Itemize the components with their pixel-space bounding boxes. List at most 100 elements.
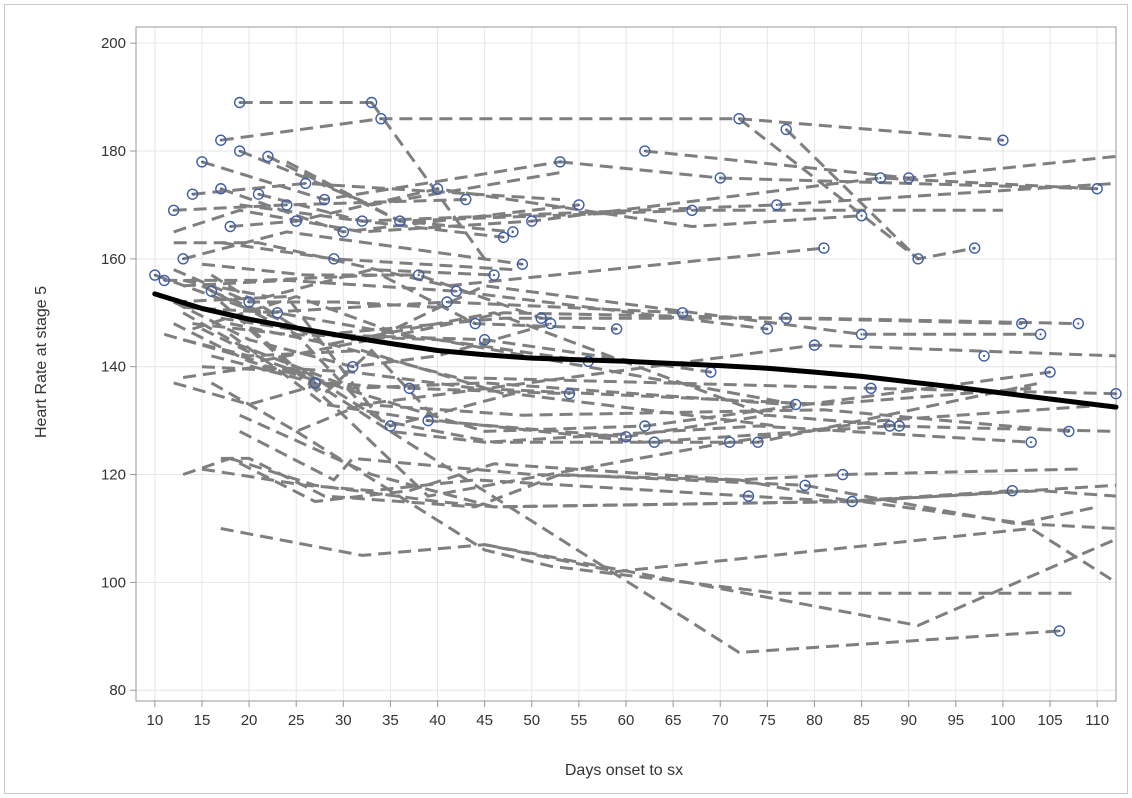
data-point-center <box>851 500 854 503</box>
data-point <box>526 215 538 227</box>
y-tick-label: 200 <box>101 35 126 52</box>
data-point-center <box>238 101 241 104</box>
data-point <box>233 96 246 109</box>
data-point-center <box>728 441 731 444</box>
trajectory-line <box>164 273 617 331</box>
data-point-center <box>719 176 722 180</box>
data-point <box>893 420 905 432</box>
data-point <box>968 242 981 254</box>
data-point <box>215 183 227 195</box>
trajectory-line <box>182 311 787 406</box>
data-point-center <box>540 317 543 320</box>
x-tick-label: 85 <box>853 712 870 729</box>
x-tick-label: 75 <box>759 712 776 729</box>
data-point-center <box>492 273 496 277</box>
data-point <box>573 199 585 211</box>
trajectory-line <box>201 327 1051 433</box>
data-point <box>215 134 227 146</box>
y-tick-label: 100 <box>101 574 126 591</box>
data-point <box>771 199 783 211</box>
data-point <box>761 323 774 335</box>
data-point-center <box>1114 392 1118 395</box>
x-tick-label: 50 <box>523 712 540 729</box>
data-point-center <box>530 220 533 223</box>
data-point-center <box>210 290 213 293</box>
data-point <box>978 350 990 362</box>
data-point <box>177 253 189 265</box>
data-point-center <box>229 225 232 228</box>
data-point-center <box>361 220 364 223</box>
data-point-center <box>841 473 844 476</box>
data-point <box>902 172 915 184</box>
data-point <box>1016 317 1028 330</box>
x-tick-label: 95 <box>947 712 964 729</box>
data-point-center <box>417 273 420 277</box>
data-point-center <box>408 387 411 390</box>
data-point <box>780 123 792 136</box>
data-point-center <box>1096 187 1099 190</box>
trajectory-line <box>211 354 1032 444</box>
data-point <box>328 253 340 265</box>
data-point-center <box>276 311 279 314</box>
data-point <box>620 431 632 443</box>
data-point <box>742 490 755 502</box>
trajectory-line <box>182 456 1079 504</box>
trajectory-line <box>201 262 542 320</box>
x-tick-label: 105 <box>1038 712 1063 729</box>
data-point-center <box>860 333 863 336</box>
data-point <box>1072 317 1085 330</box>
trend-line <box>152 291 1119 410</box>
y-tick-label: 160 <box>101 251 126 268</box>
data-point-center <box>182 257 185 260</box>
x-tick-label: 30 <box>335 712 352 729</box>
data-point <box>799 479 811 492</box>
y-tick-label: 80 <box>109 682 126 699</box>
trajectory-line <box>182 338 504 396</box>
data-point <box>262 150 274 163</box>
data-point-center <box>285 203 288 207</box>
data-point <box>299 177 312 190</box>
trajectory-line <box>295 430 1079 595</box>
x-tick-label: 90 <box>900 712 917 729</box>
data-point <box>780 312 792 324</box>
data-point-center <box>568 392 571 395</box>
data-point <box>535 312 547 324</box>
data-point <box>997 134 1009 146</box>
data-point <box>281 199 293 211</box>
data-point-center <box>313 381 317 384</box>
trajectory-line <box>389 430 1060 655</box>
data-point-center <box>879 176 882 180</box>
data-point <box>639 420 651 432</box>
data-point <box>167 204 180 217</box>
trajectory-line <box>173 198 466 212</box>
trajectory-line <box>738 117 920 261</box>
data-point-center <box>917 257 920 260</box>
data-point <box>554 156 566 168</box>
data-point-center <box>445 300 449 304</box>
data-point <box>233 145 246 157</box>
data-point <box>563 387 576 400</box>
data-point <box>469 317 481 330</box>
data-point <box>337 226 350 238</box>
y-tick-label: 120 <box>101 467 126 484</box>
trajectory-line <box>738 117 1004 142</box>
data-point-center <box>643 424 646 428</box>
data-point-center <box>898 424 901 428</box>
x-tick-label: 25 <box>288 712 305 729</box>
data-point <box>375 112 387 125</box>
data-point-center <box>153 273 156 277</box>
data-point-center <box>690 209 694 212</box>
trajectory-line <box>239 181 1117 223</box>
trajectory-line <box>484 537 1117 628</box>
trajectory-line <box>182 268 495 299</box>
data-point <box>450 285 463 297</box>
data-point <box>855 210 868 222</box>
data-points <box>149 96 1122 637</box>
data-point <box>507 226 519 238</box>
trajectory-line <box>210 343 1117 434</box>
data-point-center <box>257 193 260 196</box>
data-point <box>478 334 491 346</box>
data-point-center <box>624 435 628 438</box>
x-axis-label: Days onset to sx <box>565 762 683 779</box>
data-point-center <box>907 176 910 180</box>
